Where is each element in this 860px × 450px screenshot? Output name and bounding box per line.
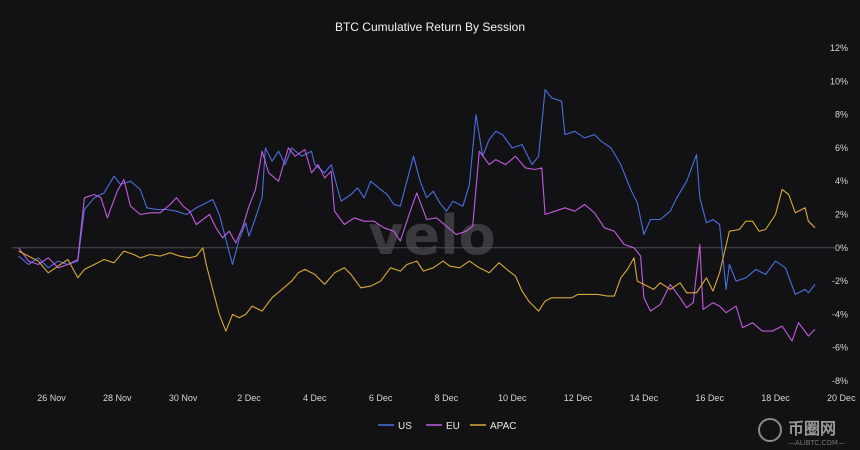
chart-title: BTC Cumulative Return By Session (335, 20, 525, 34)
y-tick-label: -8% (832, 376, 848, 386)
y-tick-label: 12% (830, 43, 848, 53)
logo-subtext: —ALIBTC.COM— (788, 439, 845, 447)
logo-text: 币圈网 (788, 419, 836, 438)
y-tick-label: 10% (830, 76, 848, 86)
x-tick-label: 4 Dec (303, 393, 327, 403)
legend-label-eu: EU (446, 421, 460, 432)
x-tick-label: 8 Dec (435, 393, 459, 403)
x-tick-label: 18 Dec (761, 393, 790, 403)
series-line-us (18, 89, 816, 295)
y-tick-label: -4% (832, 309, 848, 319)
x-tick-label: 20 Dec (827, 393, 856, 403)
x-tick-label: 6 Dec (369, 393, 393, 403)
y-tick-label: 2% (835, 210, 848, 220)
series-lines (18, 89, 816, 342)
y-tick-label: 6% (835, 143, 848, 153)
series-line-apac (18, 188, 816, 332)
logo-circle-icon (758, 418, 782, 442)
x-tick-label: 28 Nov (103, 393, 132, 403)
y-tick-label: -2% (832, 276, 848, 286)
y-tick-label: 4% (835, 176, 848, 186)
x-tick-label: 12 Dec (564, 393, 593, 403)
watermark: velo (368, 204, 495, 267)
legend-label-apac: APAC (490, 421, 517, 432)
x-tick-label: 2 Dec (237, 393, 261, 403)
x-tick-label: 10 Dec (498, 393, 527, 403)
x-tick-label: 26 Nov (37, 393, 66, 403)
y-axis: 12% 10% 8% 6% 4% 2% 0% -2% -4% -6% -8% (830, 43, 848, 386)
y-tick-label: -6% (832, 343, 848, 353)
y-tick-label: 0% (835, 243, 848, 253)
y-tick-label: 8% (835, 110, 848, 120)
legend-label-us: US (398, 421, 412, 432)
x-axis: 26 Nov 28 Nov 30 Nov 2 Dec 4 Dec 6 Dec 8 Dec 10… (37, 393, 856, 403)
series-line-eu (18, 147, 816, 342)
legend: US EU APAC (378, 421, 517, 432)
x-tick-label: 14 Dec (630, 393, 659, 403)
site-logo: 币圈网 —ALIBTC.COM— (758, 418, 845, 447)
x-tick-label: 16 Dec (695, 393, 724, 403)
x-tick-label: 30 Nov (169, 393, 198, 403)
